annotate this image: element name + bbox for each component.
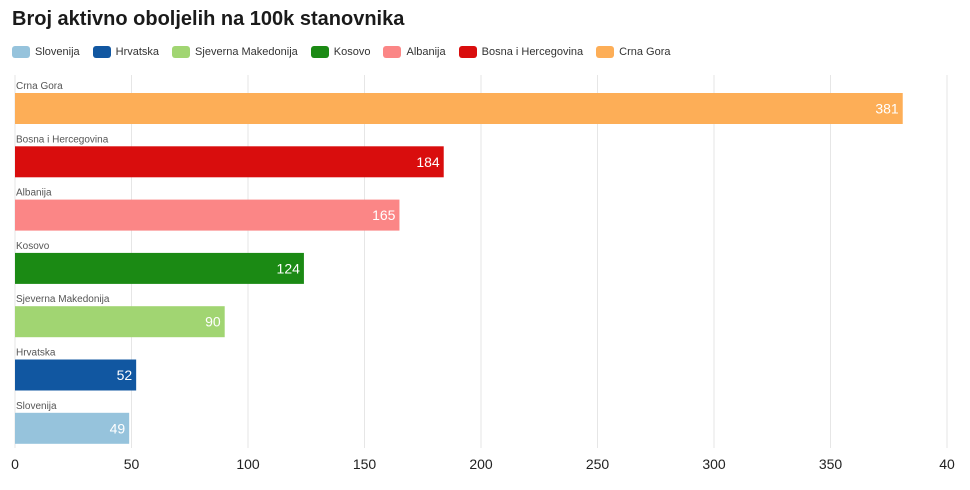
- category-label: Bosna i Hercegovina: [16, 134, 109, 145]
- x-tick-label: 350: [819, 456, 843, 472]
- legend-item: Kosovo: [310, 46, 371, 58]
- x-tick-label: 200: [469, 456, 493, 472]
- bar-value-label: 49: [110, 420, 126, 436]
- x-tick-label: 0: [11, 456, 19, 472]
- bar-value-label: 124: [277, 260, 301, 276]
- legend-label: Slovenija: [35, 46, 80, 58]
- legend-swatch: [92, 46, 111, 58]
- category-label: Sjeverna Makedonija: [16, 294, 110, 305]
- bar: [15, 306, 225, 338]
- legend-swatch: [458, 46, 477, 58]
- category-label: Kosovo: [16, 241, 50, 252]
- bar: [15, 412, 130, 444]
- bar: [15, 146, 444, 178]
- legend-item: Sjeverna Makedonija: [172, 46, 298, 58]
- legend-item: Bosna i Hercegovina: [458, 46, 584, 58]
- legend-label: Bosna i Hercegovina: [481, 46, 584, 58]
- legend-swatch: [172, 46, 191, 58]
- legend-item: Slovenija: [12, 46, 80, 58]
- bar-value-label: 165: [372, 207, 396, 223]
- bar: [15, 252, 304, 284]
- x-tick-label: 300: [702, 456, 726, 472]
- legend-label: Sjeverna Makedonija: [195, 46, 298, 58]
- bar-value-label: 52: [117, 367, 133, 383]
- category-label: Slovenija: [16, 401, 57, 412]
- bar: [15, 199, 400, 231]
- bar-value-label: 381: [875, 101, 899, 117]
- legend-swatch: [12, 46, 30, 58]
- x-tick-label: 40: [939, 456, 955, 472]
- x-tick-label: 100: [236, 456, 260, 472]
- x-tick-label: 50: [124, 456, 140, 472]
- legend-swatch: [383, 46, 402, 58]
- legend-item: Hrvatska: [92, 46, 160, 58]
- chart-legend: Slovenija Hrvatska Sjeverna Makedonija Koso…: [12, 44, 684, 60]
- legend-label: Albanija: [406, 46, 446, 58]
- legend-item: Albanija: [383, 46, 446, 58]
- category-label: Hrvatska: [16, 348, 56, 359]
- bar: [15, 93, 903, 124]
- legend-swatch: [596, 46, 615, 58]
- legend-swatch: [310, 46, 329, 58]
- x-tick-label: 150: [353, 456, 377, 472]
- bar-value-label: 184: [416, 154, 440, 170]
- chart-title: Broj aktivno oboljelih na 100k stanovnik…: [12, 8, 405, 30]
- legend-label: Kosovo: [333, 46, 371, 58]
- category-label: Crna Gora: [16, 81, 63, 92]
- legend-label: Hrvatska: [115, 46, 160, 58]
- x-tick-label: 250: [586, 456, 610, 472]
- legend-item: Crna Gora: [596, 46, 671, 58]
- bar-value-label: 90: [205, 314, 221, 330]
- legend-label: Crna Gora: [619, 46, 671, 58]
- bar: [15, 359, 137, 391]
- category-label: Albanija: [16, 188, 52, 199]
